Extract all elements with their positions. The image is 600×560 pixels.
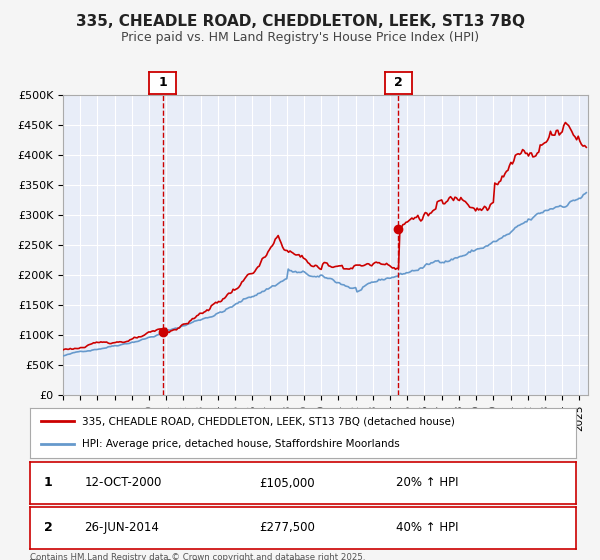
Text: This data is licensed under the Open Government Licence v3.0.: This data is licensed under the Open Gov… [30,559,305,560]
Text: 1: 1 [44,477,52,489]
Text: 2: 2 [44,521,52,534]
Text: 12-OCT-2000: 12-OCT-2000 [85,477,162,489]
Text: HPI: Average price, detached house, Staffordshire Moorlands: HPI: Average price, detached house, Staf… [82,440,400,450]
Text: 26-JUN-2014: 26-JUN-2014 [85,521,160,534]
Text: Price paid vs. HM Land Registry's House Price Index (HPI): Price paid vs. HM Land Registry's House … [121,31,479,44]
Text: £105,000: £105,000 [259,477,315,489]
Text: 2: 2 [394,76,403,90]
Text: £277,500: £277,500 [259,521,315,534]
Text: 335, CHEADLE ROAD, CHEDDLETON, LEEK, ST13 7BQ: 335, CHEADLE ROAD, CHEDDLETON, LEEK, ST1… [76,14,524,29]
Text: 335, CHEADLE ROAD, CHEDDLETON, LEEK, ST13 7BQ (detached house): 335, CHEADLE ROAD, CHEDDLETON, LEEK, ST1… [82,416,455,426]
Text: Contains HM Land Registry data © Crown copyright and database right 2025.: Contains HM Land Registry data © Crown c… [30,553,365,560]
Text: 40% ↑ HPI: 40% ↑ HPI [396,521,458,534]
Text: 20% ↑ HPI: 20% ↑ HPI [396,477,458,489]
Text: 1: 1 [158,76,167,90]
